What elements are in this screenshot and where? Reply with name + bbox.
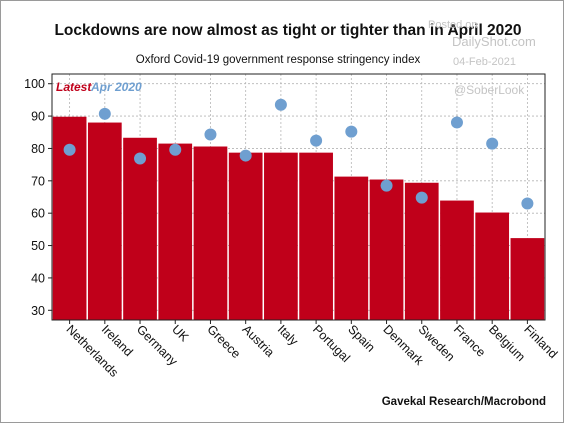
y-tick-label: 50 <box>31 239 45 253</box>
point-greece <box>204 128 217 141</box>
point-uk <box>169 143 182 156</box>
x-tick-label-italy: Italy <box>275 322 302 349</box>
watermark-date: 04-Feb-2021 <box>453 56 516 68</box>
bar-denmark <box>369 179 404 320</box>
watermark-posted: Posted on <box>428 19 478 31</box>
point-sweden <box>415 191 428 204</box>
y-tick-label: 70 <box>31 174 45 188</box>
point-belgium <box>486 137 499 150</box>
y-axis: 30 40 50 60 70 80 90 100 <box>24 77 52 318</box>
x-tick-label-greece: Greece <box>204 322 243 361</box>
point-ireland <box>98 107 111 120</box>
bar-ireland <box>87 122 122 320</box>
y-tick-label: 90 <box>31 110 45 124</box>
chart-subtitle: Oxford Covid-19 government response stri… <box>136 54 421 66</box>
point-germany <box>134 152 147 165</box>
bar-belgium <box>475 212 510 320</box>
bar-austria <box>228 152 263 320</box>
point-finland <box>521 197 534 210</box>
legend-apr-2020: Apr 2020 <box>90 80 142 94</box>
watermark-site: DailyShot.com <box>452 34 536 49</box>
watermark-handle: @SoberLook <box>454 83 525 97</box>
bar-spain <box>334 176 369 320</box>
point-denmark <box>380 179 393 192</box>
x-tick-label-spain: Spain <box>345 322 378 355</box>
source-note: Gavekal Research/Macrobond <box>382 396 546 408</box>
point-portugal <box>310 134 323 147</box>
y-tick-label: 80 <box>31 142 45 156</box>
chart-title: Lockdowns are now almost as tight or tig… <box>54 22 521 39</box>
legend-latest: Latest <box>56 80 92 94</box>
bars-latest <box>52 116 545 320</box>
x-tick-label-portugal: Portugal <box>310 322 353 365</box>
y-tick-label: 100 <box>24 77 45 91</box>
y-tick-label: 40 <box>31 271 45 285</box>
y-tick-label: 30 <box>31 304 45 318</box>
point-spain <box>345 125 358 138</box>
bar-germany <box>123 137 157 320</box>
point-italy <box>274 98 287 111</box>
x-tick-label-belgium: Belgium <box>486 322 528 364</box>
bar-finland <box>510 238 545 320</box>
bar-france <box>440 200 474 320</box>
x-tick-label-austria: Austria <box>240 322 277 359</box>
plot-border <box>51 73 546 321</box>
bar-portugal <box>299 152 333 320</box>
bar-italy <box>264 152 298 320</box>
point-france <box>450 116 463 129</box>
points-apr-2020 <box>63 98 534 210</box>
bar-uk <box>158 143 193 320</box>
y-tick-label: 60 <box>31 207 45 221</box>
point-austria <box>239 149 252 162</box>
x-tick-label-uk: UK <box>169 322 192 345</box>
point-netherlands <box>63 143 76 156</box>
bar-sweden <box>404 182 439 320</box>
bar-greece <box>193 146 228 320</box>
x-tick-label-finland: Finland <box>521 322 560 361</box>
